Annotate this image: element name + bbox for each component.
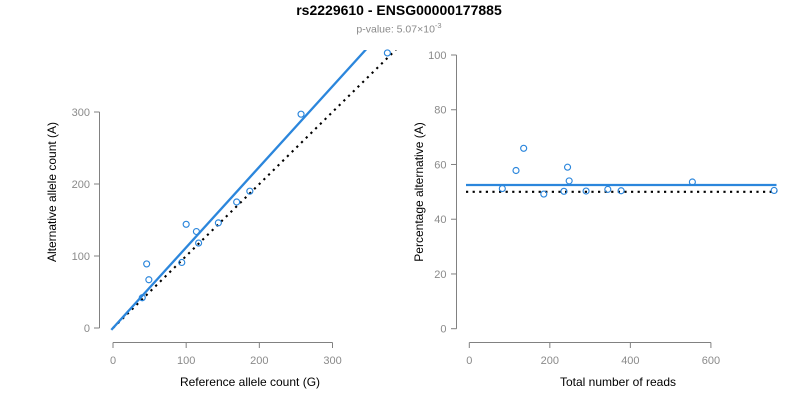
subtitle-exponent: -3: [434, 21, 442, 30]
data-point: [143, 260, 151, 268]
y-tick-label: 100: [428, 50, 446, 62]
y-tick-label: 60: [434, 159, 446, 171]
data-point: [246, 187, 254, 195]
fitted-ratio-line: [110, 50, 368, 331]
data-point: [540, 190, 548, 198]
data-point: [563, 163, 572, 171]
y-axis-title: Percentage alternative (A): [412, 122, 426, 261]
data-point: [145, 276, 153, 284]
x-tick-label: 0: [110, 355, 116, 367]
data-point: [604, 185, 612, 193]
x-tick-label: 0: [466, 355, 472, 367]
data-point: [178, 258, 186, 267]
y-tick-label: 100: [72, 251, 90, 263]
data-point: [770, 186, 778, 195]
figure-subtitle: p-value: 5.07×10-3: [0, 21, 798, 36]
data-point: [688, 178, 696, 186]
y-tick-label: 40: [434, 214, 446, 226]
y-tick-label: 300: [72, 107, 90, 119]
data-point: [297, 110, 305, 118]
data-point: [383, 49, 391, 57]
y-tick-label: 0: [440, 324, 446, 336]
x-tick-label: 400: [621, 355, 639, 367]
subtitle-label: p-value:: [356, 23, 397, 36]
data-point: [560, 187, 568, 195]
x-tick-label: 300: [323, 355, 341, 367]
data-point: [582, 187, 590, 195]
data-point: [214, 219, 222, 227]
x-tick-label: 100: [177, 355, 195, 367]
data-point: [192, 227, 200, 236]
data-point: [565, 177, 573, 185]
data-point: [233, 198, 241, 206]
data-point: [182, 220, 190, 228]
identity-50-50-line: [112, 50, 397, 329]
data-point: [512, 166, 520, 175]
figure-title: rs2229610 - ENSG00000177885: [296, 2, 502, 18]
x-tick-label: 200: [250, 355, 268, 367]
y-axis-title: Alternative allele count (A): [45, 122, 59, 262]
x-tick-label: 600: [702, 355, 720, 367]
right-panel-percentage: 0 200 400 600 0 20 40 60 80 100 Total number of re…: [412, 50, 778, 389]
data-point: [617, 187, 625, 195]
subtitle-base: 5.07×10: [396, 23, 435, 36]
data-point: [195, 239, 203, 247]
y-tick-label: 200: [72, 179, 90, 191]
x-tick-label: 200: [541, 355, 559, 367]
x-axis-title: Reference allele count (G): [180, 375, 320, 389]
x-axis-title: Total number of reads: [560, 375, 676, 389]
data-point: [498, 184, 506, 193]
data-point: [520, 144, 528, 152]
y-tick-label: 80: [434, 105, 446, 117]
data-point: [138, 294, 146, 302]
y-tick-label: 0: [84, 323, 90, 335]
y-tick-label: 20: [434, 269, 446, 281]
